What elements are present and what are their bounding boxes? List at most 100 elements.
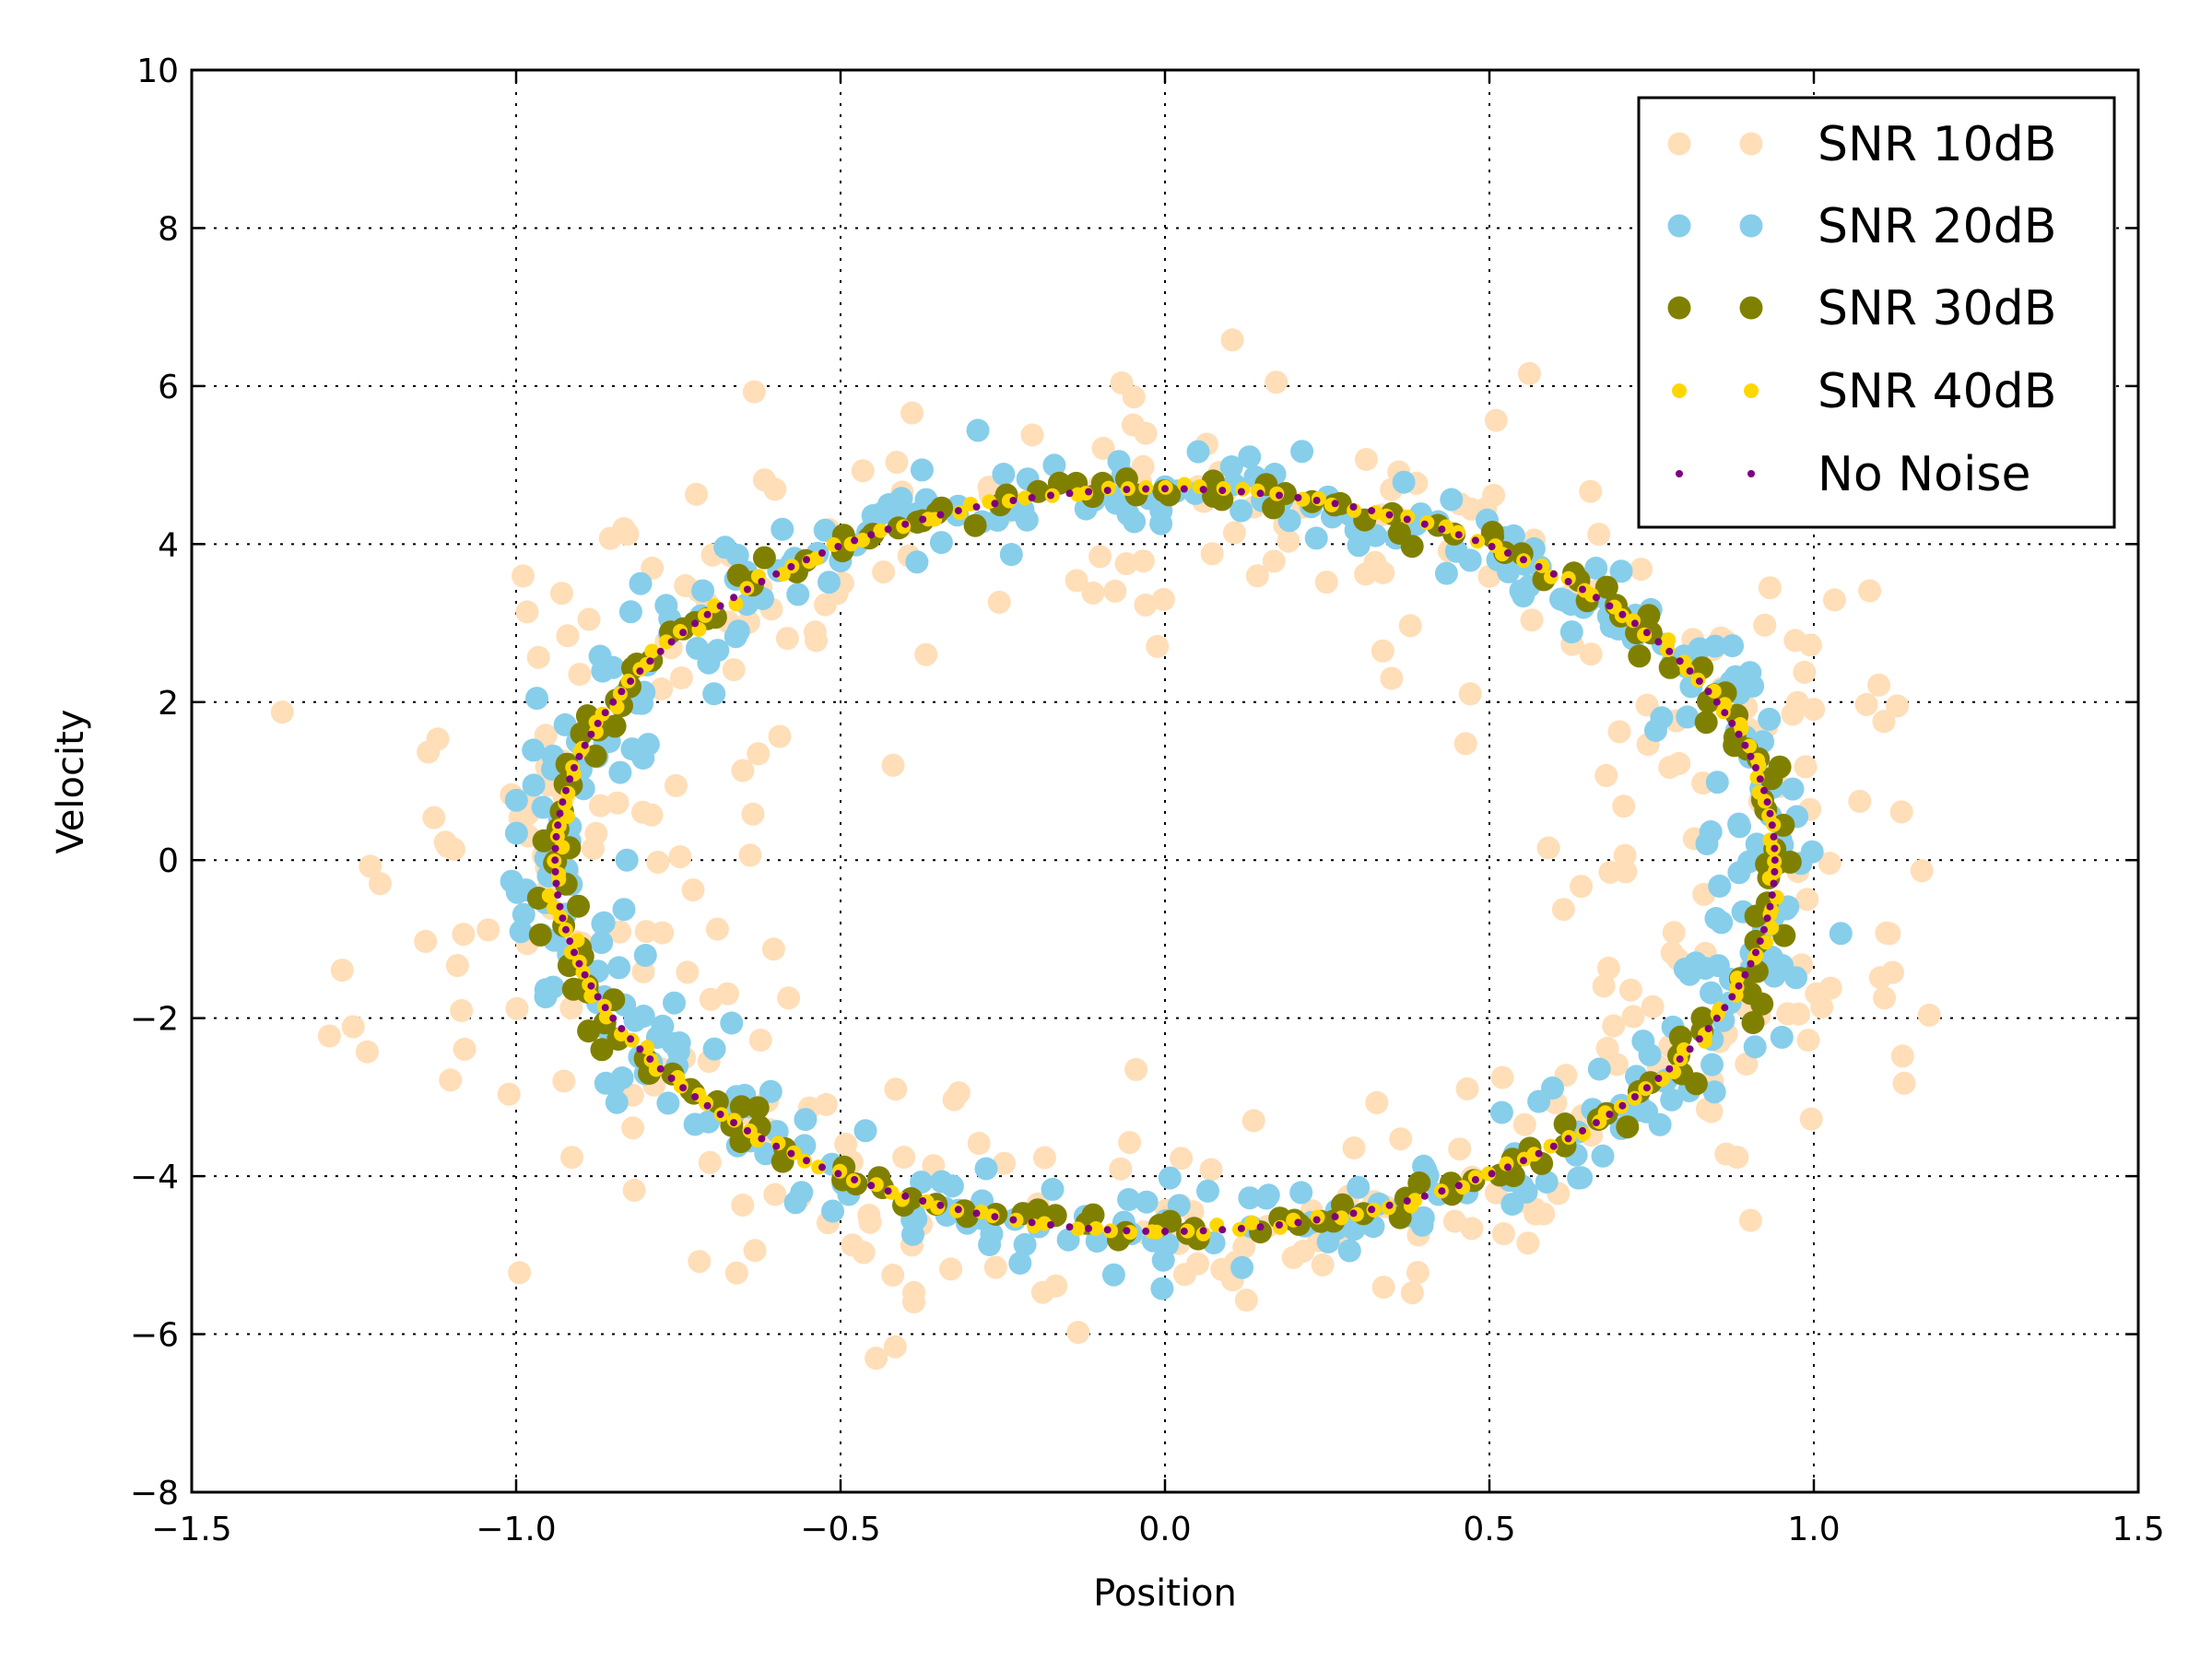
scatter-point	[1738, 1208, 1762, 1232]
scatter-point	[1712, 1014, 1721, 1022]
scatter-point	[940, 1174, 964, 1198]
scatter-point	[1621, 1005, 1645, 1029]
scatter-point	[858, 1210, 882, 1234]
scatter-point	[1442, 1209, 1466, 1233]
scatter-point	[551, 844, 559, 853]
scatter-point	[697, 651, 721, 675]
scatter-point	[703, 1101, 712, 1110]
scatter-point	[1630, 1093, 1639, 1100]
scatter-point	[646, 657, 654, 665]
scatter-point	[1676, 1055, 1684, 1064]
scatter-point	[605, 1090, 629, 1114]
scatter-point	[646, 1055, 654, 1064]
scatter-point	[1771, 844, 1779, 853]
scatter-point	[571, 948, 578, 957]
scatter-point	[1700, 1053, 1724, 1077]
scatter-point	[1756, 937, 1764, 946]
scatter-point	[851, 459, 875, 483]
scatter-point	[1497, 559, 1521, 583]
scatter-point	[1110, 371, 1134, 394]
scatter-point	[768, 724, 792, 748]
scatter-point	[1131, 549, 1155, 573]
scatter-point	[763, 477, 787, 501]
scatter-point	[724, 625, 747, 649]
scatter-point	[582, 837, 605, 861]
scatter-point	[435, 834, 459, 858]
scatter-point	[1180, 1227, 1188, 1235]
scatter-point	[1403, 1197, 1411, 1205]
scatter-point	[1735, 1053, 1759, 1076]
scatter-point	[881, 1264, 905, 1287]
scatter-point	[1728, 719, 1736, 727]
scatter-point	[1331, 1213, 1339, 1221]
scatter-point	[551, 856, 559, 865]
legend-marker	[1747, 470, 1755, 477]
scatter-point	[636, 667, 644, 676]
y-axis-label: Velocity	[50, 710, 92, 854]
scatter-point	[1406, 1261, 1430, 1285]
scatter-point	[1733, 717, 1748, 732]
scatter-point	[369, 872, 392, 896]
scatter-point	[1793, 660, 1817, 684]
scatter-point	[1158, 1166, 1182, 1190]
scatter-point	[1829, 922, 1853, 946]
scatter-point	[1371, 1276, 1395, 1300]
scatter-point	[1218, 1226, 1227, 1234]
scatter-point	[1818, 852, 1841, 876]
scatter-point	[1848, 789, 1872, 813]
scatter-point	[1407, 1171, 1431, 1194]
scatter-point	[1365, 1090, 1389, 1114]
scatter-point	[627, 1035, 635, 1043]
scatter-point	[758, 1135, 766, 1143]
scatter-point	[1385, 1201, 1394, 1209]
scatter-point	[1768, 891, 1776, 900]
scatter-point	[1314, 571, 1338, 594]
scatter-point	[1559, 620, 1583, 644]
scatter-point	[1795, 888, 1819, 912]
scatter-point	[1658, 655, 1682, 679]
scatter-point	[594, 719, 602, 727]
scatter-point	[1729, 971, 1745, 986]
scatter-point	[1781, 702, 1805, 726]
scatter-point	[873, 523, 888, 538]
scatter-point	[881, 753, 905, 777]
scatter-point	[1142, 1227, 1150, 1235]
scatter-point	[685, 482, 708, 506]
scatter-point	[1616, 1115, 1640, 1139]
scatter-point	[715, 982, 739, 1006]
scatter-point	[777, 986, 801, 1010]
scatter-point	[1770, 832, 1778, 841]
scatter-point	[1658, 756, 1682, 780]
legend: SNR 10dB SNR 20dB SNR 30dB SNR 40dB No Noise	[1637, 96, 2116, 529]
scatter-point	[1587, 1057, 1611, 1081]
scatter-point	[612, 898, 636, 922]
scatter-point	[821, 1199, 844, 1223]
scatter-point	[1613, 843, 1637, 867]
legend-label: SNR 10dB	[1818, 117, 2056, 172]
y-tick-label: −6	[130, 1317, 179, 1355]
scatter-point	[1700, 981, 1723, 1005]
scatter-point	[631, 747, 655, 770]
x-tick-label: 0.0	[1138, 1511, 1191, 1548]
scatter-point	[559, 798, 567, 806]
scatter-point	[752, 546, 776, 570]
scatter-point	[414, 929, 438, 953]
scatter-point	[615, 848, 639, 872]
x-tick-labels: −1.5 −1.0 −0.5 0.0 0.5 1.0 1.5	[151, 1511, 2164, 1548]
scatter-point	[707, 598, 722, 614]
scatter-point	[552, 879, 560, 888]
scatter-point	[1088, 545, 1112, 569]
scatter-point	[730, 1119, 738, 1127]
scatter-point	[1142, 485, 1150, 493]
scatter-point	[1392, 470, 1416, 494]
scatter-point	[1454, 531, 1463, 539]
scatter-point	[885, 451, 909, 475]
scatter-point	[691, 619, 700, 628]
scatter-point	[528, 923, 552, 947]
scatter-point	[1708, 874, 1732, 898]
scatter-point	[1614, 860, 1638, 884]
scatter-point	[552, 832, 560, 841]
scatter-point	[526, 645, 550, 669]
scatter-point	[1910, 859, 1934, 883]
scatter-point	[1881, 960, 1904, 984]
